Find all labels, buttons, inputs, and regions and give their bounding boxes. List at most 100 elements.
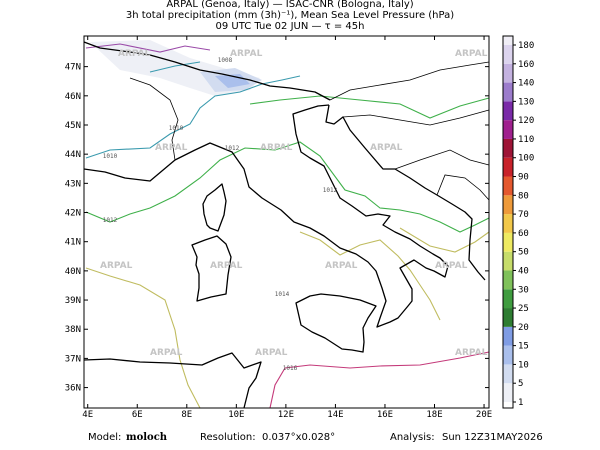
colorbar-band [503, 36, 513, 45]
watermark: ARPAL [100, 261, 133, 271]
x-tick-label: 14E [327, 410, 343, 420]
y-tick-label: 42N [65, 209, 81, 219]
watermark: ARPAL [370, 143, 403, 153]
coastlines [83, 41, 486, 409]
colorbar-frame [502, 35, 514, 409]
colorbar-band [503, 138, 513, 158]
x-tick-label: 6E [132, 410, 143, 420]
colorbar-band [503, 101, 513, 121]
x-tick-label: 18E [426, 410, 442, 420]
colorbar: 1510152025304050607080901001101201301401… [502, 35, 534, 409]
y-tick-label: 38N [65, 325, 81, 335]
footer-value: Sun 12Z31MAY2026 [442, 432, 543, 443]
colorbar-band [503, 326, 513, 346]
colorbar-band [503, 82, 513, 102]
watermark: ARPAL [455, 49, 488, 59]
colorbar-band [503, 345, 513, 365]
y-tick-label: 43N [65, 179, 81, 189]
colorbar-label: 25 [518, 304, 529, 314]
y-tick-label: 40N [65, 267, 81, 277]
colorbar-band [503, 120, 513, 139]
y-tick-label: 45N [65, 121, 81, 131]
watermark: ARPAL [155, 143, 188, 153]
x-tick-label: 8E [181, 410, 192, 420]
title-line: ARPAL (Genoa, Italy) — ISAC-CNR (Bologna… [166, 0, 413, 10]
watermarks: ARPAL ARPAL ARPAL ARPAL ARPAL ARPAL ARPAL ARPAL… [100, 49, 488, 358]
colorbar-band [503, 270, 513, 290]
y-tick-label: 44N [65, 150, 81, 160]
colorbar-label: 180 [518, 41, 534, 51]
y-tick-label: 41N [65, 238, 81, 248]
borders [129, 61, 490, 201]
colorbar-band [503, 232, 513, 252]
x-tick-label: 4E [82, 410, 93, 420]
colorbar-label: 20 [518, 323, 529, 333]
isobar-label: 1012 [225, 145, 240, 152]
title-line: 3h total precipitation (mm (3h)⁻¹), Mean… [126, 10, 454, 21]
x-tick-label: 12E [278, 410, 294, 420]
watermark: ARPAL [255, 348, 288, 358]
colorbar-label: 10 [518, 360, 529, 370]
watermark: ARPAL [455, 348, 488, 358]
colorbar-label: 90 [518, 173, 529, 183]
map-axes: 4E 6E 8E 10E 12E 14E 16E 18E 20E 36N 37N 38N 39N 40N 4… [65, 36, 492, 420]
title-line: 09 UTC Tue 02 JUN — τ = 45h [216, 21, 365, 32]
y-tick-label: 46N [65, 92, 81, 102]
footer-value: 0.037°x0.028° [262, 432, 335, 443]
watermark: ARPAL [150, 348, 183, 358]
colorbar-label: 140 [518, 79, 534, 89]
y-tick-label: 36N [65, 384, 81, 394]
colorbar-band [503, 214, 513, 233]
isobar-label: 1010 [103, 153, 118, 160]
colorbar-label: 50 [518, 248, 529, 258]
isobar-label: 1012 [103, 217, 118, 224]
colorbar-label: 120 [518, 116, 534, 126]
colorbar-band [503, 195, 513, 215]
colorbar-band [503, 289, 513, 309]
colorbar-label: 40 [518, 266, 529, 276]
watermark: ARPAL [118, 49, 151, 59]
watermark: ARPAL [230, 49, 263, 59]
colorbar-label: 130 [518, 97, 534, 107]
isobar-label: 1010 [169, 125, 184, 132]
isobar-label: 1014 [275, 291, 290, 298]
colorbar-label: 15 [518, 342, 529, 352]
colorbar-band [503, 176, 513, 196]
precip-areas [90, 40, 262, 96]
colorbar-label: 160 [518, 60, 534, 70]
isobar-label: 1008 [218, 57, 233, 64]
colorbar-label: 100 [518, 154, 534, 164]
colorbar-band [503, 157, 513, 177]
colorbar-band [503, 308, 513, 327]
colorbar-band [503, 63, 513, 83]
isobar-labels: 1008 1010 1010 1012 1012 1012 1014 1016 [103, 57, 338, 372]
watermark: ARPAL [260, 143, 293, 153]
colorbar-label: 1 [518, 398, 523, 408]
colorbar-band [503, 383, 513, 402]
colorbar-band [503, 364, 513, 384]
footer-label: Model: [88, 432, 121, 443]
footer-value: moloch [126, 432, 168, 443]
footer-label: Analysis: [390, 432, 435, 443]
x-tick-label: 20E [476, 410, 492, 420]
x-tick-label: 16E [377, 410, 393, 420]
footer-label: Resolution: [200, 432, 256, 443]
colorbar-label: 110 [518, 135, 534, 145]
colorbar-band [503, 45, 513, 64]
colorbar-label: 60 [518, 229, 529, 239]
isobars [85, 43, 490, 409]
y-tick-label: 47N [65, 63, 81, 73]
isobar-label: 1016 [283, 365, 298, 372]
watermark: ARPAL [435, 261, 468, 271]
x-tick-label: 10E [228, 410, 244, 420]
colorbar-label: 5 [518, 379, 523, 389]
y-tick-label: 37N [65, 354, 81, 364]
watermark: ARPAL [210, 261, 243, 271]
colorbar-band [503, 251, 513, 271]
colorbar-label: 30 [518, 285, 529, 295]
colorbar-label: 80 [518, 191, 529, 201]
colorbar-label: 70 [518, 210, 529, 220]
watermark: ARPAL [325, 261, 358, 271]
